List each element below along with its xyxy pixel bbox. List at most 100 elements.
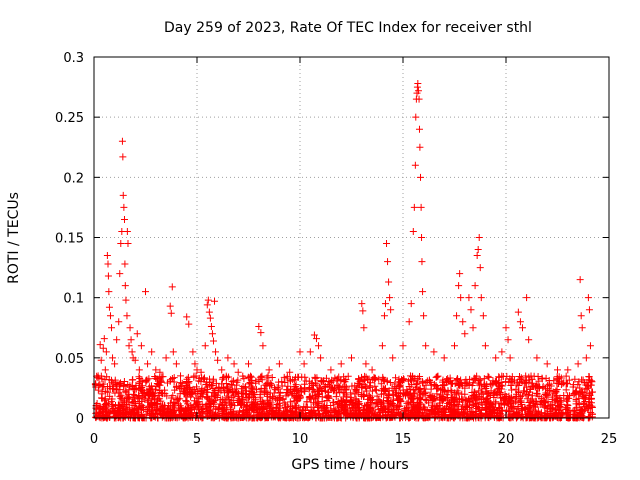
data-point	[332, 409, 340, 417]
data-point	[582, 385, 590, 393]
data-point	[417, 388, 425, 396]
data-point	[411, 161, 419, 169]
data-point	[253, 386, 261, 394]
data-point	[412, 113, 420, 121]
data-point	[167, 309, 175, 317]
data-point	[480, 375, 488, 383]
data-point	[182, 382, 190, 390]
data-point	[379, 385, 387, 393]
data-point	[580, 393, 588, 401]
data-point	[502, 324, 510, 332]
x-tick-label: 25	[601, 432, 618, 447]
data-point	[517, 393, 525, 401]
data-point	[407, 399, 415, 407]
data-point	[364, 395, 372, 403]
data-point	[169, 348, 177, 356]
data-point	[585, 373, 593, 381]
data-point	[536, 410, 544, 418]
data-point	[274, 385, 282, 393]
data-point	[395, 383, 403, 391]
data-point	[278, 378, 286, 386]
data-point	[564, 409, 572, 417]
data-point	[201, 342, 209, 350]
data-point	[175, 400, 183, 408]
data-point	[552, 409, 560, 417]
data-point	[317, 354, 325, 362]
data-point	[314, 404, 322, 412]
data-point	[384, 392, 392, 400]
data-point	[98, 394, 106, 402]
data-point	[458, 395, 466, 403]
data-point	[111, 413, 119, 421]
data-point	[553, 401, 561, 409]
data-point	[526, 388, 534, 396]
data-point	[204, 296, 212, 304]
data-point	[120, 382, 128, 390]
data-point	[234, 376, 242, 384]
data-point	[508, 386, 516, 394]
data-point	[114, 407, 122, 415]
data-point	[251, 395, 259, 403]
data-point	[454, 389, 462, 397]
data-point	[473, 391, 481, 399]
data-point	[396, 402, 404, 410]
data-point	[390, 406, 398, 414]
data-point	[211, 297, 219, 305]
data-point	[94, 372, 102, 380]
data-point	[431, 410, 439, 418]
data-point	[518, 406, 526, 414]
y-tick-label: 0.3	[63, 51, 84, 66]
data-point	[122, 386, 130, 394]
data-point	[433, 373, 441, 381]
data-point	[237, 385, 245, 393]
data-point	[244, 394, 252, 402]
data-point	[245, 374, 253, 382]
data-point	[482, 405, 490, 413]
y-tick-label: 0.15	[55, 232, 84, 247]
data-point	[191, 360, 199, 368]
data-point	[586, 389, 594, 397]
data-point	[289, 411, 297, 419]
data-point	[457, 376, 465, 384]
data-point	[116, 401, 124, 409]
data-point	[252, 377, 260, 385]
data-point	[381, 300, 389, 308]
data-point	[144, 360, 152, 368]
data-point	[166, 377, 174, 385]
data-point	[462, 403, 470, 411]
data-point	[335, 410, 343, 418]
data-point	[355, 375, 363, 383]
data-point	[502, 378, 510, 386]
data-point	[358, 384, 366, 392]
data-point	[183, 313, 191, 321]
data-point	[268, 410, 276, 418]
data-point	[362, 385, 370, 393]
data-point	[468, 411, 476, 419]
data-point	[145, 385, 153, 393]
data-point	[523, 395, 531, 403]
data-point	[406, 410, 414, 418]
data-point	[416, 143, 424, 151]
data-point	[437, 407, 445, 415]
data-point	[571, 375, 579, 383]
data-point	[238, 413, 246, 421]
data-point	[557, 400, 565, 408]
y-axis-label: ROTI / TECUs	[6, 192, 22, 284]
data-point	[247, 388, 255, 396]
data-point	[554, 366, 561, 374]
data-point	[537, 394, 545, 402]
data-point	[257, 384, 265, 392]
data-point	[417, 173, 425, 181]
data-point	[289, 389, 297, 397]
data-point	[520, 379, 528, 387]
data-point	[157, 377, 165, 385]
data-point	[119, 191, 127, 199]
data-point	[138, 401, 146, 409]
data-point	[238, 389, 246, 397]
data-point	[305, 413, 313, 421]
data-point	[117, 240, 125, 248]
data-point	[266, 401, 274, 409]
data-point	[368, 387, 376, 395]
data-point	[252, 400, 260, 408]
data-point	[471, 282, 479, 290]
